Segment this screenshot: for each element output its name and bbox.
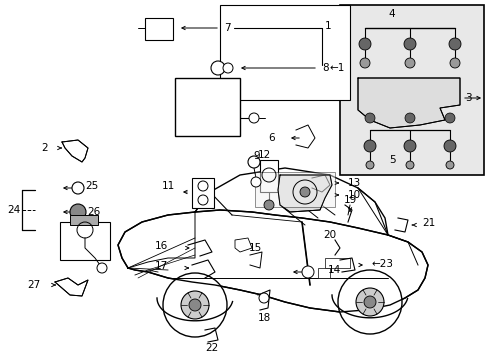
Text: 26: 26 xyxy=(87,207,100,217)
Text: 18: 18 xyxy=(257,313,270,323)
Circle shape xyxy=(302,266,313,278)
Text: 16: 16 xyxy=(154,241,168,251)
Text: 17: 17 xyxy=(154,261,168,271)
Text: 5: 5 xyxy=(388,155,394,165)
Circle shape xyxy=(443,140,455,152)
Polygon shape xyxy=(235,238,251,252)
Circle shape xyxy=(181,291,208,319)
Circle shape xyxy=(364,113,374,123)
Polygon shape xyxy=(278,175,331,212)
Circle shape xyxy=(355,288,383,316)
Text: 8: 8 xyxy=(321,63,328,73)
Bar xyxy=(220,5,349,100)
Text: 12: 12 xyxy=(257,150,270,160)
Circle shape xyxy=(444,113,454,123)
Bar xyxy=(317,268,329,278)
Text: ←23: ←23 xyxy=(371,259,393,269)
Text: 25: 25 xyxy=(85,181,98,191)
Polygon shape xyxy=(55,278,88,296)
Text: 13: 13 xyxy=(347,178,361,188)
Circle shape xyxy=(403,140,415,152)
Circle shape xyxy=(248,113,259,123)
Circle shape xyxy=(448,38,460,50)
Polygon shape xyxy=(357,78,459,128)
Text: 11: 11 xyxy=(162,181,175,191)
Circle shape xyxy=(363,140,375,152)
Circle shape xyxy=(405,161,413,169)
Circle shape xyxy=(299,187,309,197)
Text: 1: 1 xyxy=(325,21,331,31)
Bar xyxy=(70,215,98,225)
Circle shape xyxy=(445,161,453,169)
Circle shape xyxy=(163,273,226,337)
Circle shape xyxy=(72,182,84,194)
Circle shape xyxy=(264,200,273,210)
Polygon shape xyxy=(62,140,88,162)
Bar xyxy=(260,160,278,192)
Bar xyxy=(175,78,240,136)
Circle shape xyxy=(189,299,201,311)
Circle shape xyxy=(403,38,415,50)
Circle shape xyxy=(358,38,370,50)
Circle shape xyxy=(223,63,232,73)
Circle shape xyxy=(97,263,107,273)
Text: 4: 4 xyxy=(388,9,394,19)
Text: 19: 19 xyxy=(343,195,356,205)
Circle shape xyxy=(247,156,260,168)
Text: 6: 6 xyxy=(268,133,275,143)
Circle shape xyxy=(70,204,86,220)
Bar xyxy=(325,258,349,268)
Circle shape xyxy=(250,177,261,187)
Text: 27: 27 xyxy=(27,280,40,290)
Circle shape xyxy=(210,61,224,75)
Bar xyxy=(60,222,110,260)
Circle shape xyxy=(404,58,414,68)
Bar xyxy=(192,178,214,208)
Bar xyxy=(145,18,173,40)
Text: 2: 2 xyxy=(41,143,48,153)
Text: 24: 24 xyxy=(7,205,20,215)
Circle shape xyxy=(198,181,207,191)
Circle shape xyxy=(359,58,369,68)
Text: 9: 9 xyxy=(252,151,259,161)
Bar xyxy=(339,5,483,175)
Text: 20: 20 xyxy=(323,230,336,240)
Text: 7: 7 xyxy=(224,23,230,33)
Circle shape xyxy=(449,58,459,68)
Polygon shape xyxy=(118,210,427,312)
Text: 15: 15 xyxy=(248,243,261,253)
Circle shape xyxy=(337,270,401,334)
Bar xyxy=(254,172,334,207)
Circle shape xyxy=(404,113,414,123)
Text: 10: 10 xyxy=(347,190,360,200)
Text: 3: 3 xyxy=(464,93,470,103)
Circle shape xyxy=(363,296,375,308)
Text: 14: 14 xyxy=(327,265,341,275)
Circle shape xyxy=(198,195,207,205)
Circle shape xyxy=(259,293,268,303)
Text: ←1: ←1 xyxy=(329,63,345,73)
Text: 22: 22 xyxy=(205,343,218,353)
Text: 21: 21 xyxy=(421,218,434,228)
Circle shape xyxy=(365,161,373,169)
